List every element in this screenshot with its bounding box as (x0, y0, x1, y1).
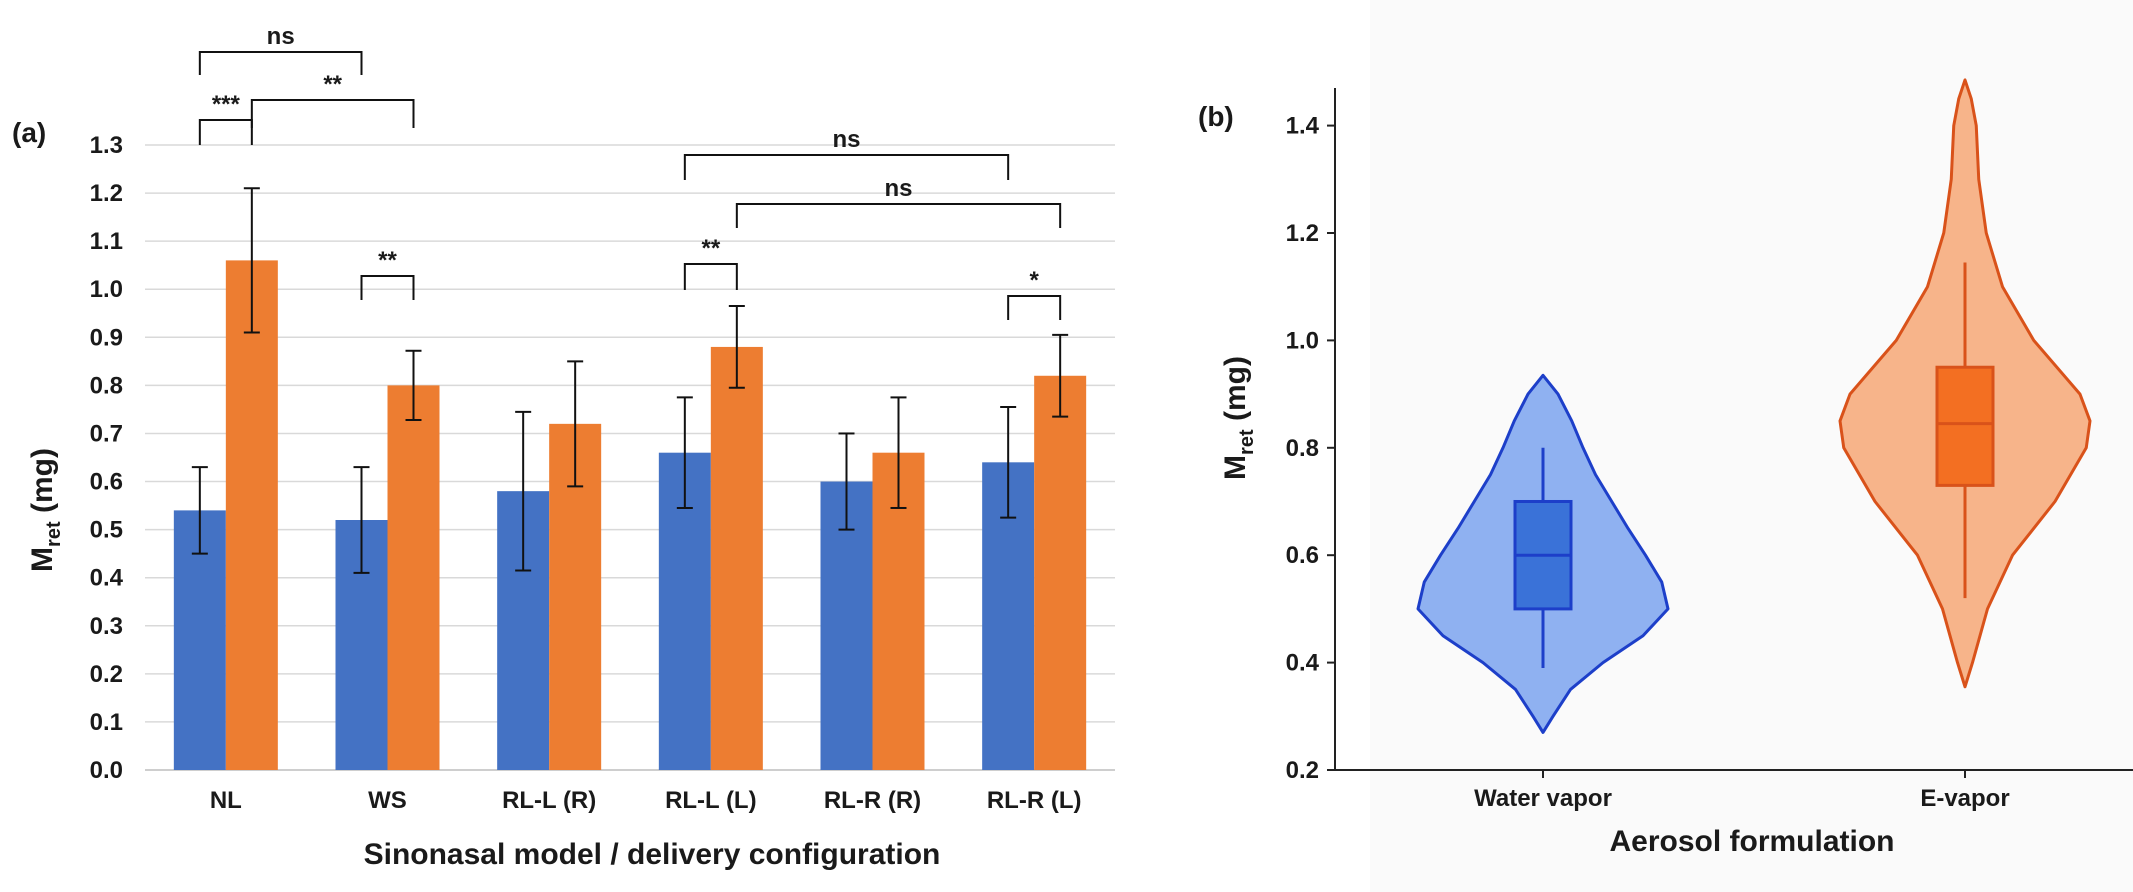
y-tick-label: 0.7 (90, 420, 123, 447)
y-tick-label: 1.4 (1286, 113, 1320, 140)
x-tick-label: WS (368, 787, 407, 814)
panel-b-ylabel-sub: ret (1236, 429, 1258, 455)
panel-b-y-axis-label: Mret (mg) (1219, 356, 1258, 480)
y-tick-label: 0.4 (90, 565, 124, 592)
panel-b-axes (1327, 88, 2133, 778)
y-tick-label: 1.2 (90, 180, 123, 207)
x-tick-label: RL-R (L) (987, 787, 1082, 814)
y-tick-label: 0.3 (90, 613, 123, 640)
significance-label: *** (212, 91, 241, 118)
significance-bracket (360, 275, 415, 300)
y-tick-label: 0.5 (90, 517, 123, 544)
panel-b-violins (1416, 78, 2092, 734)
x-tick-label: RL-R (R) (824, 787, 921, 814)
panel-b-ylabel-main: M (1219, 455, 1252, 480)
violin-box (1935, 365, 1995, 487)
bar (710, 346, 763, 770)
y-tick-label: 0.2 (1286, 757, 1319, 784)
y-tick-label: 0.8 (90, 372, 123, 399)
panel-a-label: (a) (12, 117, 46, 148)
panel-b-violin-chart: 0.2 0.4 0.6 0.8 1.0 1.2 1.4 Water vapor E-vapor… (1198, 0, 2133, 892)
panel-a-y-axis-label: Mret (mg) (26, 448, 65, 572)
y-tick-label: 0.2 (90, 661, 123, 688)
panel-b-y-tick-labels: 0.2 0.4 0.6 0.8 1.0 1.2 1.4 (1286, 113, 1320, 784)
y-tick-label: 0.0 (90, 757, 123, 784)
significance-bracket (735, 203, 1062, 228)
panel-a-error-bars (191, 187, 1069, 574)
panel-a-bar-chart: 0.0 0.1 0.2 0.3 0.4 0.5 0.6 0.7 0.8 0.9 1.0 1.1 1.2 1… (12, 23, 1115, 871)
y-tick-label: 0.6 (90, 469, 123, 496)
panel-a-gridlines (145, 144, 1115, 771)
y-tick-label: 1.3 (90, 132, 123, 159)
y-tick-label: 0.9 (90, 324, 123, 351)
significance-bracket (198, 51, 363, 75)
y-tick-label: 0.1 (90, 709, 123, 736)
y-tick-label: 1.0 (1286, 327, 1319, 354)
panel-a-ylabel-sub: ret (43, 521, 65, 547)
y-tick-label: 0.4 (1286, 650, 1320, 677)
significance-label: ** (378, 247, 397, 274)
significance-bracket (683, 263, 738, 290)
panel-a-ylabel-main: M (26, 547, 59, 572)
bar (1034, 375, 1087, 770)
panel-a-ylabel-unit: (mg) (26, 448, 59, 521)
y-tick-label: 1.1 (90, 228, 123, 255)
x-tick-label: Water vapor (1474, 785, 1612, 812)
y-tick-label: 1.0 (90, 276, 123, 303)
panel-b-x-axis-label: Aerosol formulation (1609, 825, 1894, 858)
significance-label: ** (323, 71, 342, 98)
x-tick-label: RL-L (R) (502, 787, 596, 814)
y-tick-label: 1.2 (1286, 220, 1319, 247)
panel-a-bars (173, 260, 1087, 770)
significance-label: ** (701, 235, 720, 262)
significance-bracket (683, 154, 1010, 180)
significance-bracket (1007, 295, 1062, 320)
panel-a-x-tick-labels: NL WS RL-L (R) RL-L (L) RL-R (R) RL-R (L) (210, 787, 1082, 814)
significance-label: * (1029, 267, 1039, 294)
significance-label: ns (832, 126, 860, 153)
significance-bracket (198, 119, 253, 145)
panel-a-x-axis-label: Sinonasal model / delivery configuration (364, 838, 941, 871)
x-tick-label: RL-L (L) (665, 787, 757, 814)
y-tick-label: 0.8 (1286, 435, 1319, 462)
y-tick-label: 0.6 (1286, 542, 1319, 569)
bar (387, 385, 440, 770)
x-tick-label: NL (210, 787, 242, 814)
panel-b-label: (b) (1198, 101, 1234, 132)
bar (225, 260, 278, 770)
panel-b-ylabel-unit: (mg) (1219, 356, 1252, 429)
significance-label: ns (884, 175, 912, 202)
x-tick-label: E-vapor (1920, 785, 2009, 812)
significance-bracket (250, 99, 415, 128)
significance-label: ns (267, 23, 295, 50)
panel-a-y-tick-labels: 0.0 0.1 0.2 0.3 0.4 0.5 0.6 0.7 0.8 0.9 1.0 1.1 1.2 1… (90, 132, 124, 784)
panel-b-x-tick-labels: Water vapor E-vapor (1474, 785, 2010, 812)
